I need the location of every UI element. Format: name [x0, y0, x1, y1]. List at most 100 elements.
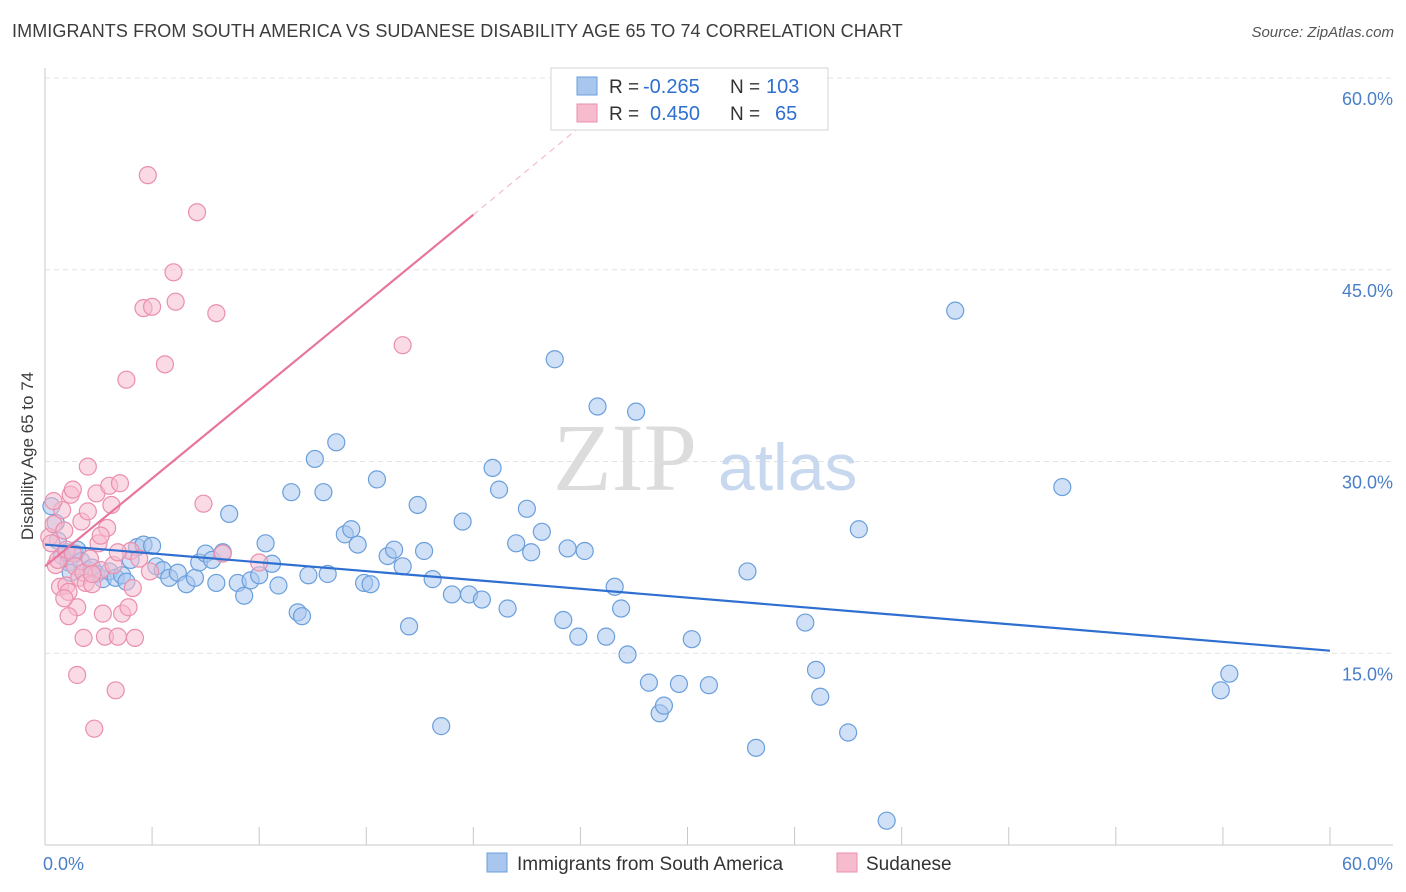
- blue-trend-line: [44, 543, 1331, 652]
- blue-point-33: [220, 504, 239, 524]
- blue-point-92: [746, 738, 766, 757]
- blue-point-102: [1220, 664, 1239, 683]
- blue-point-44: [299, 566, 318, 585]
- blue-point-101: [1211, 681, 1230, 700]
- blue-point-59: [408, 495, 427, 515]
- pink-point-47: [142, 297, 162, 316]
- x-tick-label-1: 60.0%: [1342, 854, 1393, 874]
- blue-point-47: [318, 564, 337, 584]
- blue-point-50: [342, 520, 361, 539]
- blue-point-83: [618, 645, 637, 664]
- blue-point-85: [639, 673, 659, 692]
- pink-point-54: [213, 544, 232, 563]
- legend-r-label-blue: R =: [609, 77, 639, 98]
- pink-point-43: [130, 549, 149, 568]
- pink-point-59: [74, 628, 93, 648]
- watermark-atlas: atlas: [718, 430, 857, 504]
- blue-point-73: [532, 522, 551, 541]
- pink-point-36: [108, 627, 127, 646]
- blue-point-61: [423, 570, 442, 589]
- legend-r-label-pink: R =: [609, 104, 639, 125]
- blue-point-48: [327, 433, 346, 452]
- series-legend-label-pink: Sudanese: [866, 854, 952, 875]
- stats-legend: R = -0.265 N = 103 R = 0.450 N = 65: [550, 67, 829, 131]
- pink-point-35: [106, 681, 125, 700]
- pink-point-12: [63, 480, 82, 499]
- pink-point-61: [108, 543, 127, 562]
- pink-point-46: [140, 562, 160, 581]
- blue-point-96: [839, 723, 858, 742]
- pink-trend-extension: [472, 117, 592, 216]
- blue-point-43: [292, 607, 312, 626]
- blue-point-84: [626, 402, 646, 421]
- watermark: ZIP atlas: [553, 404, 857, 511]
- pink-point-64: [59, 607, 78, 626]
- blue-point-100: [1053, 477, 1072, 497]
- legend-n-value-blue: 103: [766, 76, 799, 98]
- pink-point-37: [110, 474, 130, 493]
- blue-point-69: [498, 599, 517, 618]
- blue-point-58: [399, 617, 419, 636]
- y-axis-title: Disability Age 65 to 74: [18, 372, 37, 540]
- watermark-zip: ZIP: [553, 404, 697, 511]
- blue-point-41: [282, 483, 301, 502]
- blue-point-97: [849, 520, 868, 539]
- pink-point-57: [44, 492, 63, 511]
- y-tick-label-0: 15.0%: [1342, 664, 1393, 684]
- blue-point-21: [142, 536, 162, 555]
- grid-layer: [45, 77, 1393, 654]
- blue-point-60: [414, 541, 434, 561]
- blue-point-51: [348, 535, 367, 554]
- legend-r-value-blue: -0.265: [643, 76, 700, 98]
- pink-point-42: [125, 628, 145, 648]
- blue-point-46: [314, 483, 333, 502]
- legend-n-label-pink: N =: [730, 104, 760, 125]
- legend-swatch-pink: [576, 103, 598, 123]
- pink-point-58: [55, 589, 74, 608]
- y-tick-label-3: 60.0%: [1342, 89, 1393, 109]
- pink-point-29: [93, 604, 112, 623]
- blue-point-53: [361, 575, 380, 594]
- blue-point-99: [946, 301, 965, 320]
- blue-point-93: [796, 613, 815, 632]
- blue-point-38: [256, 534, 275, 553]
- pink-point-16: [68, 665, 87, 685]
- blue-point-94: [806, 660, 826, 679]
- blue-point-79: [588, 397, 607, 416]
- blue-point-31: [207, 573, 226, 593]
- blue-point-74: [545, 350, 564, 369]
- blue-point-89: [682, 630, 701, 649]
- pink-point-48: [155, 355, 175, 374]
- pink-point-56: [393, 336, 412, 355]
- pink-point-49: [164, 263, 183, 282]
- blue-point-76: [558, 539, 577, 558]
- blue-point-68: [489, 480, 509, 499]
- blue-point-77: [569, 627, 588, 646]
- pink-point-21: [78, 457, 97, 476]
- legend-r-value-pink: 0.450: [650, 103, 700, 125]
- blue-point-27: [185, 568, 205, 587]
- blue-point-35: [235, 586, 254, 605]
- chart-title: IMMIGRANTS FROM SOUTH AMERICA VS SUDANES…: [12, 21, 903, 41]
- y-tick-label-2: 45.0%: [1342, 281, 1393, 301]
- pink-point-50: [166, 292, 185, 311]
- blue-point-62: [432, 717, 451, 736]
- blue-point-45: [305, 449, 324, 469]
- legend-swatch-blue: [576, 76, 598, 96]
- trend-layer: [44, 117, 1331, 652]
- blue-point-70: [507, 534, 526, 553]
- blue-point-78: [575, 541, 594, 561]
- series-legend-swatch-blue: [486, 852, 508, 873]
- blue-point-66: [472, 590, 491, 609]
- blue-point-71: [517, 499, 536, 518]
- pink-point-25: [85, 719, 104, 738]
- blue-point-54: [367, 470, 387, 489]
- legend-n-label-blue: N =: [730, 77, 760, 98]
- pink-point-7: [55, 521, 74, 540]
- blue-point-72: [522, 543, 541, 562]
- legend-n-value-pink: 65: [775, 103, 797, 125]
- pink-point-51: [187, 203, 207, 222]
- blue-point-57: [393, 557, 412, 576]
- blue-point-64: [453, 512, 472, 531]
